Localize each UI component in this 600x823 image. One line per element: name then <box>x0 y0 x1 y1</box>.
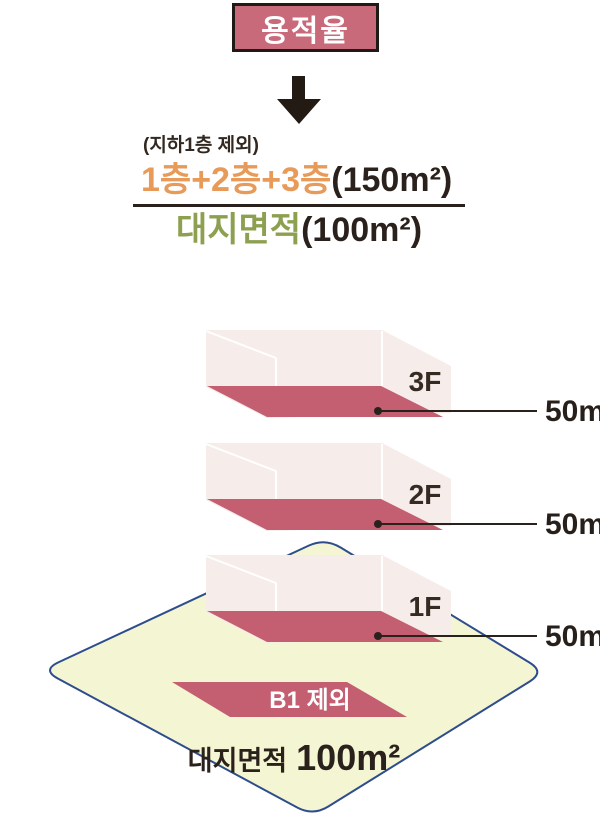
denominator-area: (100m²) <box>301 211 423 249</box>
leader-dot <box>374 632 382 640</box>
page-title: 용적율 <box>261 14 350 48</box>
down-arrow-icon <box>277 76 321 124</box>
wireframe-line <box>205 555 277 584</box>
site-area-label: 대지면적 100m² <box>188 737 400 778</box>
floor-label: 3F <box>409 366 442 397</box>
denominator-label: 대지면적 <box>175 211 302 249</box>
title-box: 용적율 <box>232 3 379 52</box>
formula-note: (지하1층 제외) <box>143 135 259 156</box>
site-area-value: 100m² <box>296 737 400 778</box>
floor-1f: 1F 50m² <box>205 555 600 653</box>
fraction-line <box>133 204 465 207</box>
wireframe-line <box>205 443 277 472</box>
floor-2f: 2F 50m² <box>205 443 600 541</box>
basement-label: B1 제외 <box>269 687 351 714</box>
formula-denominator: 대지면적(100m²) <box>133 207 465 253</box>
formula-numerator: 1층+2층+3층(150m²) <box>133 158 465 202</box>
floor-3f: 3F 50m² <box>205 330 600 428</box>
floor-area-label: 50m² <box>545 395 600 428</box>
basement-slab <box>172 682 407 717</box>
wireframe-line <box>205 330 277 359</box>
numerator-area: (150m²) <box>331 161 453 199</box>
leader-dot <box>374 520 382 528</box>
floor-slab <box>207 611 443 642</box>
floor-label: 1F <box>409 591 442 622</box>
floor-area-label: 50m² <box>545 620 600 653</box>
floor-slab <box>207 386 443 417</box>
formula-block: (지하1층 제외) 1층+2층+3층(150m²) 대지면적(100m²) <box>133 134 465 253</box>
floor-label: 2F <box>409 479 442 510</box>
site-area-text: 대지면적 <box>188 746 287 776</box>
floor-area-label: 50m² <box>545 508 600 541</box>
numerator-floors: 1층+2층+3층 <box>141 161 332 199</box>
leader-dot <box>374 407 382 415</box>
floor-slab <box>207 499 443 530</box>
